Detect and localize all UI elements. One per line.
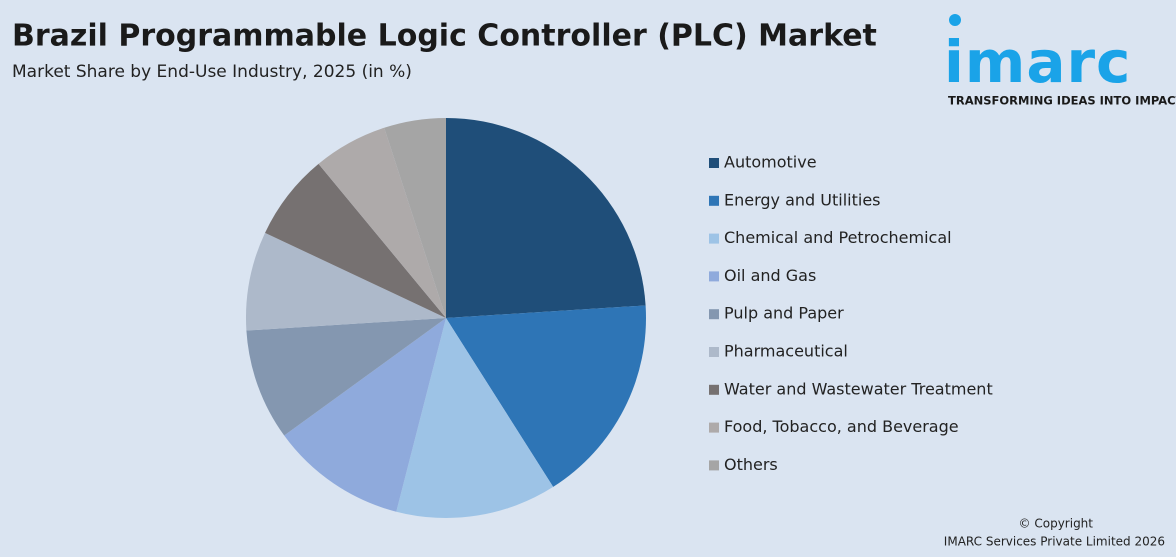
legend-label: Water and Wastewater Treatment	[724, 379, 993, 398]
legend-swatch	[709, 384, 719, 395]
legend-label: Automotive	[724, 153, 817, 172]
pie-slice	[384, 118, 446, 318]
logo-name: imarc	[944, 28, 1131, 96]
legend-label: Pharmaceutical	[724, 342, 848, 361]
legend-swatch	[709, 233, 719, 244]
pie-slice	[245, 232, 446, 331]
pie-slice	[446, 118, 646, 318]
legend-swatch	[709, 271, 719, 282]
pie-slice	[396, 318, 554, 518]
legend-label: Chemical and Petrochemical	[724, 228, 952, 247]
pie-slice	[284, 318, 446, 512]
copyright: © Copyright	[1019, 517, 1094, 531]
chart-subtitle: Market Share by End-Use Industry, 2025 (…	[12, 62, 412, 82]
pie-slice	[318, 127, 446, 318]
legend-swatch	[709, 460, 719, 471]
legend-label: Others	[724, 455, 778, 474]
chart-title: Brazil Programmable Logic Controller (PL…	[12, 19, 877, 54]
pie	[245, 118, 646, 518]
logo-dot	[949, 14, 961, 26]
legend-swatch	[709, 158, 719, 168]
company: IMARC Services Private Limited 2026	[944, 535, 1165, 549]
legend-swatch	[709, 195, 719, 206]
legend: Automotive Energy and Utilities Chemical a…	[709, 153, 993, 474]
logo-tagline: TRANSFORMING IDEAS INTO IMPACT	[948, 94, 1176, 108]
legend-label: Energy and Utilities	[724, 190, 881, 209]
legend-label: Pulp and Paper	[724, 304, 844, 323]
legend-label: Food, Tobacco, and Beverage	[724, 417, 959, 436]
legend-label: Oil and Gas	[724, 266, 816, 285]
legend-swatch	[709, 422, 719, 433]
legend-swatch	[709, 309, 719, 320]
pie-slice	[446, 305, 646, 487]
pie-slice	[265, 163, 446, 318]
pie-slice	[246, 318, 446, 436]
legend-swatch	[709, 347, 719, 357]
